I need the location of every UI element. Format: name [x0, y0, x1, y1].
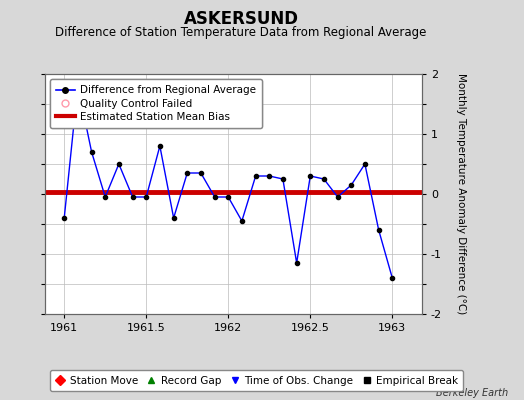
Text: Difference of Station Temperature Data from Regional Average: Difference of Station Temperature Data f…	[56, 26, 427, 39]
Text: ASKERSUND: ASKERSUND	[183, 10, 299, 28]
Legend: Difference from Regional Average, Quality Control Failed, Estimated Station Mean: Difference from Regional Average, Qualit…	[50, 79, 262, 128]
Y-axis label: Monthly Temperature Anomaly Difference (°C): Monthly Temperature Anomaly Difference (…	[456, 73, 466, 315]
Legend: Station Move, Record Gap, Time of Obs. Change, Empirical Break: Station Move, Record Gap, Time of Obs. C…	[50, 370, 463, 391]
Text: Berkeley Earth: Berkeley Earth	[436, 388, 508, 398]
